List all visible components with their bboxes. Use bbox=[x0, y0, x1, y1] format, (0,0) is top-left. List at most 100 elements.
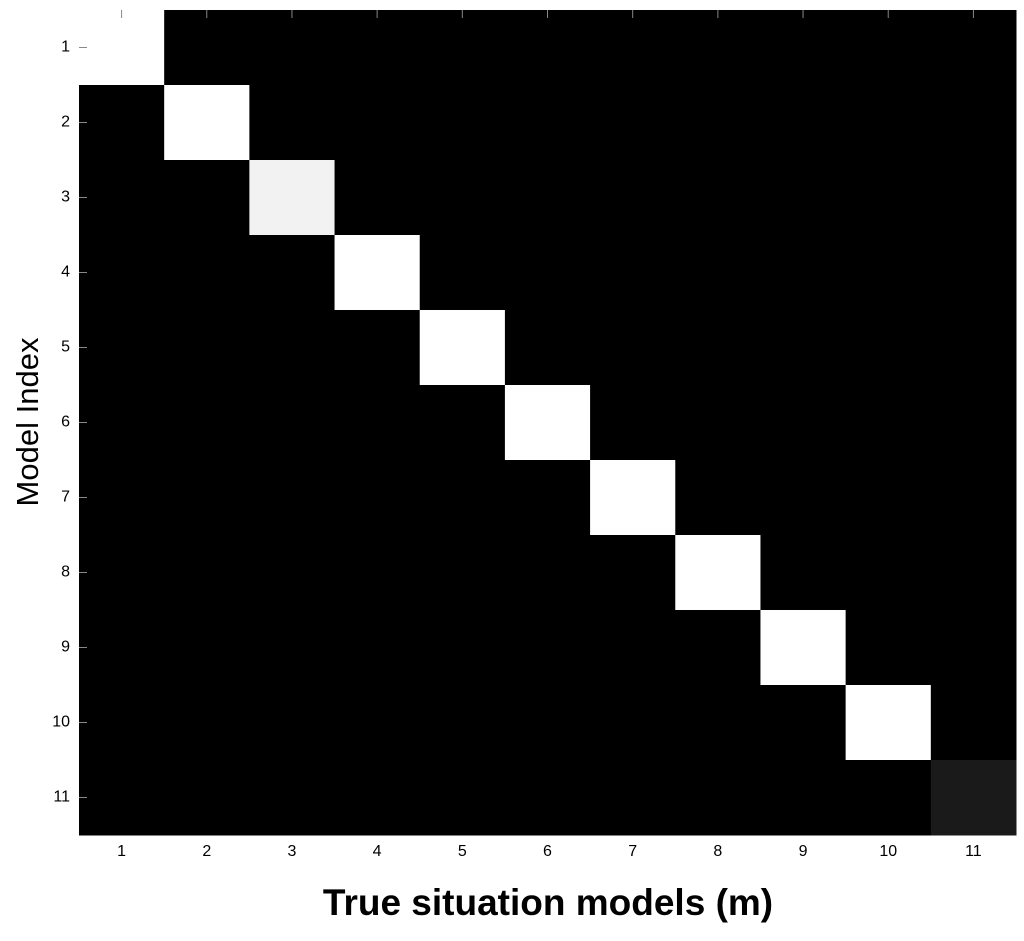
heatmap-cell bbox=[590, 685, 676, 761]
heatmap-cell bbox=[845, 610, 932, 686]
heatmap-cell bbox=[79, 610, 165, 686]
heatmap-cell bbox=[164, 10, 250, 86]
heatmap-cell bbox=[249, 235, 336, 311]
heatmap-cell bbox=[930, 385, 1017, 461]
heatmap-cell bbox=[760, 760, 847, 836]
heatmap-cell bbox=[419, 685, 506, 761]
y-tick-label: 11 bbox=[53, 789, 70, 806]
heatmap-cell bbox=[419, 10, 506, 86]
heatmap-cell bbox=[675, 160, 761, 236]
heatmap-cell bbox=[249, 310, 336, 386]
heatmap-cell bbox=[930, 460, 1017, 536]
heatmap-cell bbox=[760, 535, 847, 611]
heatmap-cell bbox=[504, 10, 591, 86]
heatmap-cell bbox=[164, 685, 250, 761]
heatmap-cell bbox=[590, 235, 676, 311]
heatmap-cell bbox=[930, 535, 1017, 611]
heatmap-cell bbox=[675, 760, 761, 836]
heatmap-cell bbox=[760, 85, 847, 161]
heatmap-cell bbox=[79, 460, 165, 536]
y-tick-label: 4 bbox=[61, 264, 70, 281]
heatmap-cell bbox=[675, 685, 761, 761]
heatmap-cell bbox=[504, 685, 591, 761]
heatmap-cell bbox=[760, 10, 847, 86]
heatmap-cell bbox=[504, 85, 591, 161]
heatmap-cell bbox=[79, 85, 165, 161]
heatmap-cell bbox=[419, 85, 506, 161]
heatmap-cell bbox=[79, 160, 165, 236]
heatmap-cell bbox=[504, 760, 591, 836]
heatmap-cell bbox=[334, 235, 421, 311]
heatmap-cell bbox=[675, 235, 761, 311]
heatmap-cell bbox=[79, 385, 165, 461]
heatmap-cell bbox=[334, 460, 421, 536]
heatmap-cell bbox=[334, 160, 421, 236]
heatmap-cell bbox=[845, 685, 932, 761]
heatmap-cell bbox=[249, 610, 336, 686]
heatmap-cell bbox=[419, 235, 506, 311]
heatmap-cell bbox=[79, 535, 165, 611]
heatmap-cell bbox=[164, 385, 250, 461]
heatmap-cell bbox=[79, 235, 165, 311]
heatmap-cell bbox=[590, 610, 676, 686]
heatmap-cell bbox=[164, 460, 250, 536]
heatmap-cell bbox=[590, 760, 676, 836]
heatmap-cell bbox=[590, 385, 676, 461]
x-tick-label: 2 bbox=[202, 843, 211, 860]
heatmap-cell bbox=[845, 760, 932, 836]
heatmap-cell bbox=[845, 85, 932, 161]
heatmap-cell bbox=[760, 160, 847, 236]
heatmap-cell bbox=[760, 460, 847, 536]
heatmap-cell bbox=[504, 310, 591, 386]
x-axis-label: True situation models (m) bbox=[323, 882, 773, 923]
heatmap-cell bbox=[675, 85, 761, 161]
heatmap-cell bbox=[675, 610, 761, 686]
heatmap-cell bbox=[334, 535, 421, 611]
heatmap-cell bbox=[504, 235, 591, 311]
heatmap-cell bbox=[164, 235, 250, 311]
heatmap-cell bbox=[504, 610, 591, 686]
heatmap-cell bbox=[164, 85, 250, 161]
x-tick-label: 5 bbox=[458, 843, 467, 860]
heatmap-cell bbox=[334, 310, 421, 386]
heatmap-cell bbox=[675, 385, 761, 461]
heatmap-cell bbox=[164, 310, 250, 386]
heatmap-cell bbox=[249, 160, 336, 236]
heatmap-cell bbox=[334, 385, 421, 461]
heatmap-cell bbox=[334, 85, 421, 161]
heatmap-cell bbox=[419, 610, 506, 686]
x-tick-label: 7 bbox=[628, 843, 637, 860]
x-tick-label: 3 bbox=[288, 843, 297, 860]
heatmap-cell bbox=[334, 760, 421, 836]
heatmap-cell bbox=[164, 610, 250, 686]
heatmap-cell bbox=[845, 160, 932, 236]
heatmap-cell bbox=[760, 310, 847, 386]
heatmap-cell bbox=[845, 535, 932, 611]
heatmap-cell bbox=[504, 535, 591, 611]
heatmap-cell bbox=[504, 160, 591, 236]
heatmap-cell bbox=[249, 685, 336, 761]
heatmap-cell bbox=[930, 10, 1017, 86]
x-tick-label: 8 bbox=[713, 843, 722, 860]
heatmap-cell bbox=[845, 460, 932, 536]
heatmap-cell bbox=[419, 760, 506, 836]
heatmap-cell bbox=[164, 160, 250, 236]
y-tick-label: 6 bbox=[61, 414, 70, 431]
heatmap-cell bbox=[419, 535, 506, 611]
heatmap-cell bbox=[249, 535, 336, 611]
heatmap-cell bbox=[675, 10, 761, 86]
x-tick-label: 6 bbox=[543, 843, 552, 860]
heatmap-cell bbox=[249, 385, 336, 461]
heatmap-cell bbox=[249, 85, 336, 161]
heatmap-cell bbox=[79, 760, 165, 836]
heatmap-cell bbox=[590, 10, 676, 86]
x-tick-label: 1 bbox=[117, 843, 126, 860]
heatmap-cell bbox=[675, 310, 761, 386]
heatmap-cell bbox=[845, 385, 932, 461]
x-tick-label: 4 bbox=[373, 843, 382, 860]
heatmap-cell bbox=[845, 10, 932, 86]
y-tick-label: 10 bbox=[52, 714, 70, 731]
heatmap-cell bbox=[504, 385, 591, 461]
heatmap-cell bbox=[760, 385, 847, 461]
